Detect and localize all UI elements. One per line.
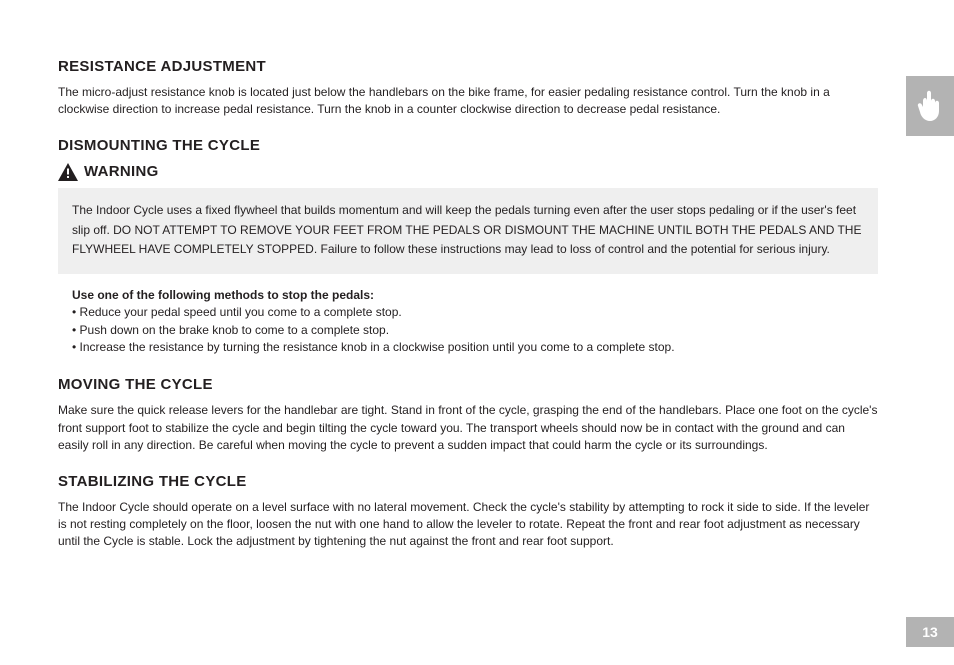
stop-methods: Use one of the following methods to stop…: [72, 288, 878, 356]
list-item: Increase the resistance by turning the r…: [72, 339, 878, 356]
heading-resistance: RESISTANCE ADJUSTMENT: [58, 58, 878, 75]
list-item: Reduce your pedal speed until you come t…: [72, 304, 878, 321]
page-content: RESISTANCE ADJUSTMENT The micro-adjust r…: [58, 58, 878, 569]
body-resistance: The micro-adjust resistance knob is loca…: [58, 84, 878, 119]
heading-stabilizing: STABILIZING THE CYCLE: [58, 473, 878, 490]
warning-heading: WARNING: [58, 163, 878, 181]
list-item: Push down on the brake knob to come to a…: [72, 322, 878, 339]
warning-triangle-icon: [58, 163, 78, 181]
warning-label: WARNING: [84, 163, 159, 180]
touch-pointer-icon: [913, 87, 947, 125]
body-moving: Make sure the quick release levers for t…: [58, 402, 878, 454]
warning-text: The Indoor Cycle uses a fixed flywheel t…: [72, 201, 864, 260]
side-tab: [906, 76, 954, 136]
methods-lead: Use one of the following methods to stop…: [72, 288, 878, 302]
heading-moving: MOVING THE CYCLE: [58, 376, 878, 393]
methods-list: Reduce your pedal speed until you come t…: [72, 304, 878, 356]
warning-box: The Indoor Cycle uses a fixed flywheel t…: [58, 188, 878, 274]
body-stabilizing: The Indoor Cycle should operate on a lev…: [58, 499, 878, 551]
page-number: 13: [906, 617, 954, 647]
heading-dismount: DISMOUNTING THE CYCLE: [58, 137, 878, 154]
